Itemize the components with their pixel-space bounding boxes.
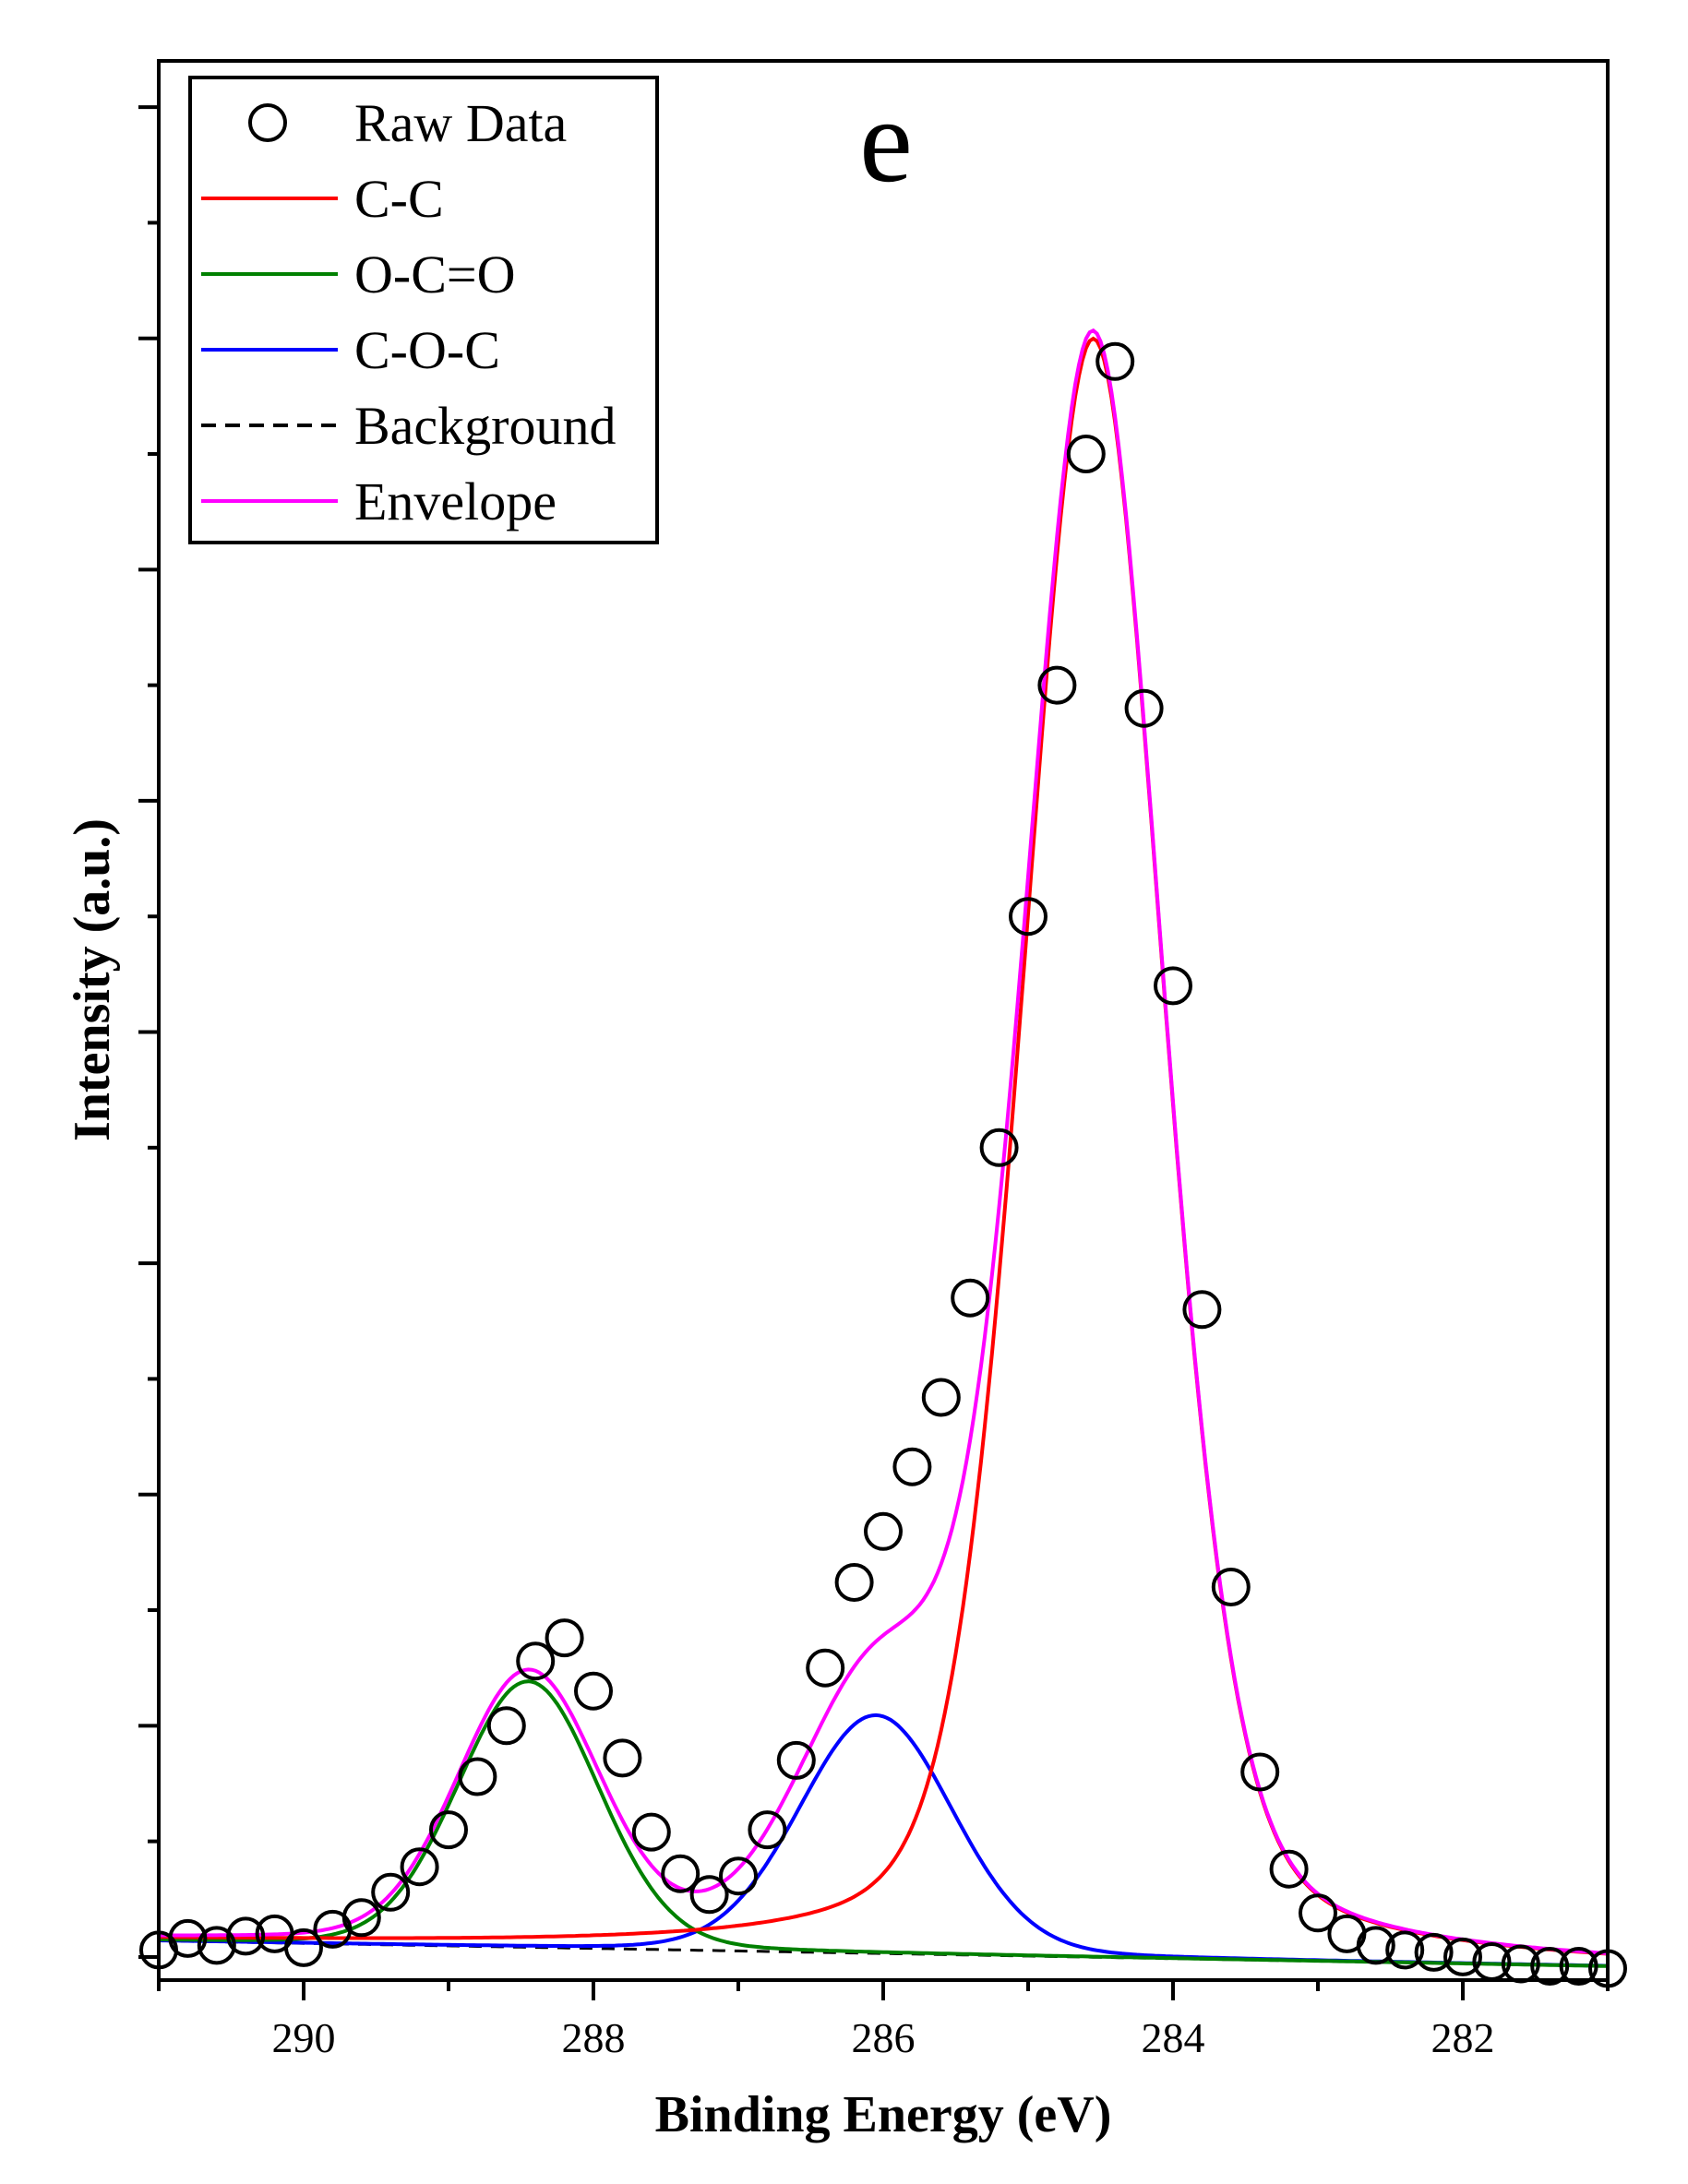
raw-data-point <box>1356 1926 1395 1965</box>
legend-symbol-raw-data <box>248 103 287 142</box>
raw-data-point <box>689 1875 729 1915</box>
raw-data-point <box>1299 1893 1337 1933</box>
legend: Raw Data C-C O-C=O C-O-C Background Envelope <box>188 76 659 544</box>
raw-data-point <box>951 1278 990 1318</box>
raw-data-point <box>1124 688 1164 728</box>
raw-data-point <box>458 1757 497 1796</box>
legend-label: C-C <box>354 169 444 229</box>
raw-data-point <box>892 1447 932 1486</box>
x-tick-label: 288 <box>562 2014 626 2061</box>
raw-data-point <box>1414 1932 1454 1972</box>
legend-box <box>188 76 659 544</box>
raw-data-points <box>139 341 1627 1988</box>
raw-data-point <box>603 1738 642 1778</box>
raw-data-point <box>979 1128 1019 1167</box>
axis-ticks: 290 288 286 284 282 <box>138 105 1610 2061</box>
raw-data-point <box>574 1671 613 1711</box>
raw-data-point <box>371 1872 411 1912</box>
raw-data-point <box>400 1847 439 1887</box>
raw-data-point <box>168 1918 208 1958</box>
x-tick-label: 290 <box>272 2014 336 2061</box>
raw-data-point <box>806 1648 845 1688</box>
raw-data-point <box>661 1854 700 1893</box>
raw-data-point <box>1269 1849 1309 1889</box>
raw-data-point <box>341 1898 381 1938</box>
x-axis-title: Binding Energy (eV) <box>655 2086 1112 2143</box>
legend-label: Envelope <box>354 471 557 531</box>
raw-data-point <box>1037 665 1077 705</box>
raw-data-point <box>1009 897 1048 937</box>
raw-data-point <box>429 1810 468 1850</box>
y-axis-title: Intensity (a.u.) <box>64 818 121 1141</box>
raw-data-point <box>748 1810 787 1850</box>
raw-data-point <box>921 1378 961 1417</box>
raw-data-point <box>776 1740 816 1780</box>
raw-data-point <box>1066 435 1106 473</box>
raw-data-point <box>197 1926 236 1965</box>
raw-data-point <box>226 1916 266 1956</box>
raw-data-point <box>1211 1568 1251 1606</box>
raw-data-point <box>545 1618 584 1658</box>
legend-label: Raw Data <box>354 93 567 153</box>
legend-label: Background <box>354 396 617 456</box>
raw-data-point <box>1443 1937 1482 1976</box>
raw-data-point <box>1530 1947 1570 1986</box>
raw-data-point <box>1095 341 1135 381</box>
component-line-c-c <box>158 336 1609 1956</box>
raw-data-point <box>486 1706 526 1746</box>
panel-label: e <box>859 75 913 208</box>
legend-label: O-C=O <box>354 245 515 304</box>
raw-data-point <box>516 1641 556 1681</box>
component-line-o-c-o <box>159 1679 1609 1968</box>
legend-label: C-O-C <box>354 320 500 380</box>
raw-data-point <box>834 1563 874 1602</box>
raw-data-point <box>864 1511 903 1551</box>
raw-data-point <box>1240 1752 1280 1792</box>
x-tick-label: 284 <box>1142 2014 1205 2061</box>
raw-data-point <box>1154 966 1192 1006</box>
raw-data-point <box>284 1927 323 1967</box>
raw-data-point <box>631 1812 671 1852</box>
raw-data-point <box>1385 1930 1425 1970</box>
raw-data-point <box>719 1856 758 1896</box>
x-tick-label: 282 <box>1431 2014 1495 2061</box>
curves <box>158 328 1609 1968</box>
raw-data-point <box>1559 1947 1598 1986</box>
raw-data-point <box>1182 1290 1222 1330</box>
envelope-line <box>158 328 1609 1955</box>
x-tick-label: 286 <box>852 2014 916 2061</box>
